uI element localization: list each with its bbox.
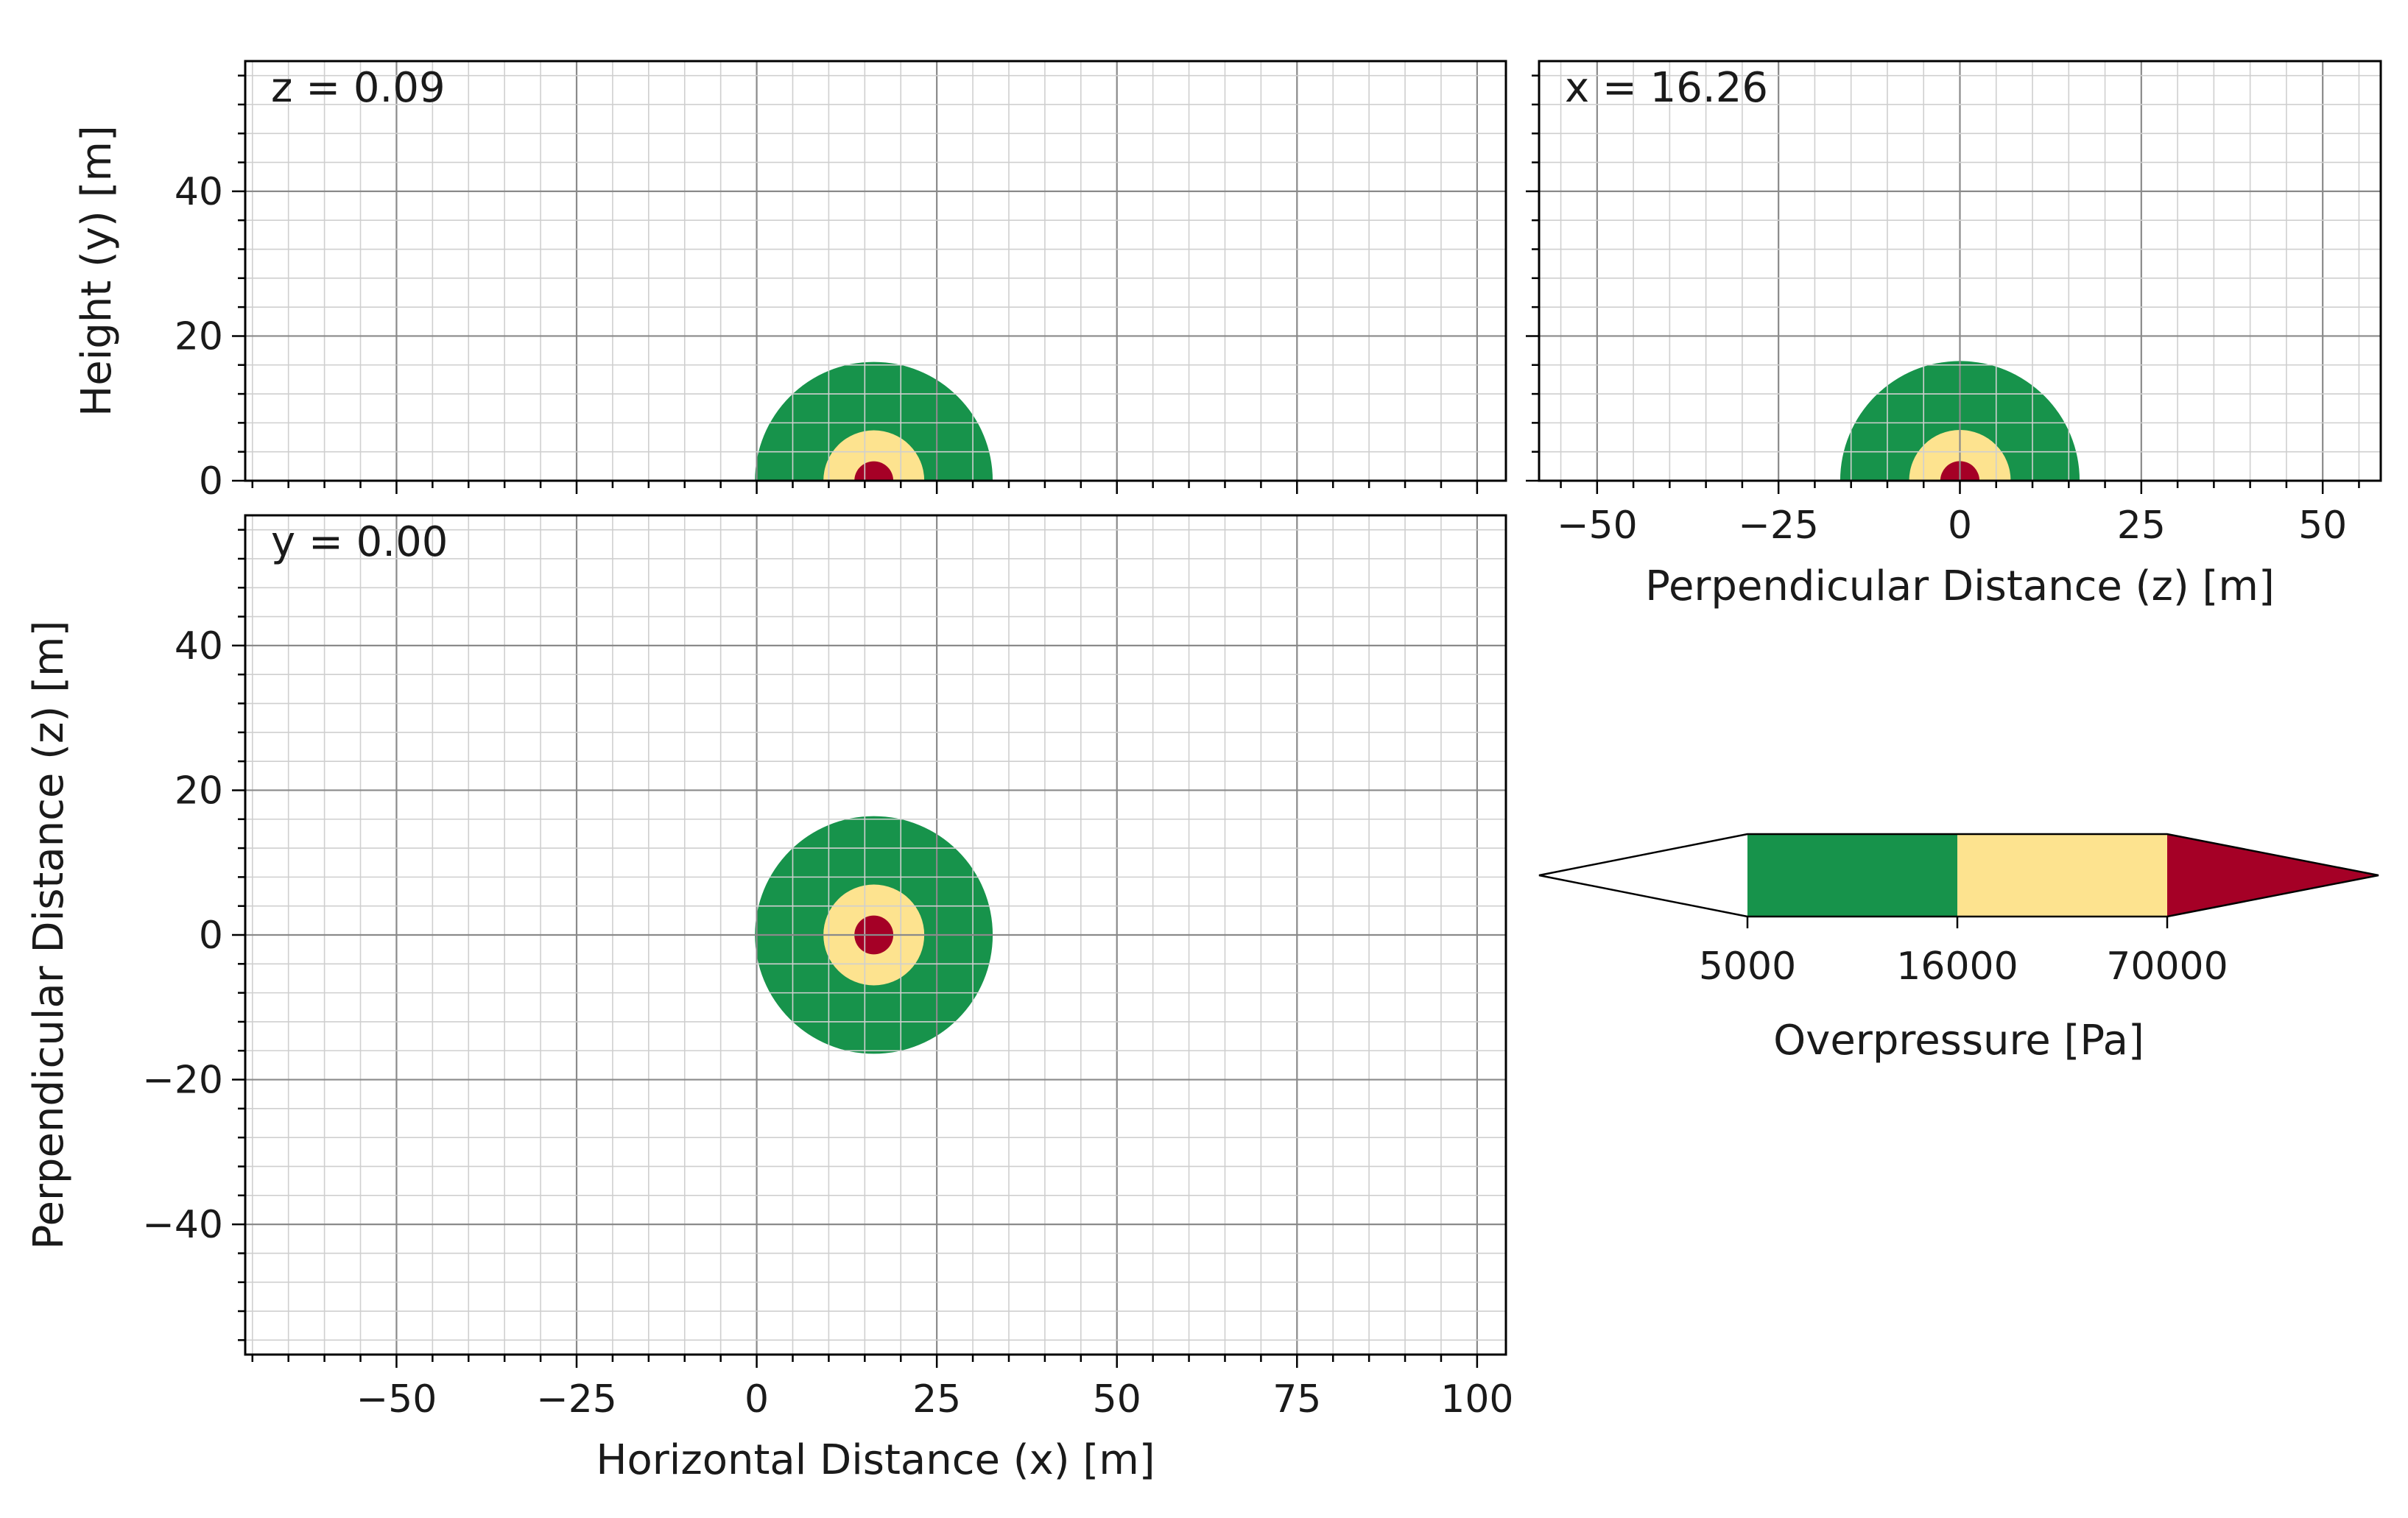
colorbar-tick-label: 70000 [2106,945,2228,989]
x-tick-label: 25 [912,1377,961,1422]
x-tick-label: 0 [744,1377,769,1422]
colorbar-tick-label: 5000 [1699,945,1796,989]
x-tick-label: −50 [356,1377,437,1422]
x-tick-label: 100 [1440,1377,1513,1422]
colorbar: 5000 16000 70000 Overpressure [Pa] [1538,833,2379,1065]
x-tick-label: 25 [2117,504,2166,548]
grid [245,61,1506,481]
colorbar-segment [1747,834,1957,917]
x-tick-label: 50 [1093,1377,1141,1422]
colorbar-extend-low [1539,834,1747,917]
x-tick-label: 0 [1948,504,1972,548]
colorbar-extend-high [2167,834,2379,917]
zone-2 [854,461,894,481]
y-tick-label: 0 [199,459,223,504]
panel-annotation: z = 0.09 [271,64,446,112]
colorbar-segment [1957,834,2167,917]
panel-bottom-left: −50 −25 0 25 50 75 100 −40 −20 0 20 40 y = 0.00 Horiz… [25,514,1514,1484]
y-axis-label: Height (y) [m] [73,125,121,417]
y-tick-label: 0 [199,914,223,958]
x-tick-label: −25 [1738,504,1819,548]
panel-top-right: −50 −25 0 25 50 x = 16.26 Perpendicular Distan… [1526,60,2382,610]
axes-frame [244,60,1507,482]
y-tick-label: 20 [175,314,223,359]
panel-annotation: x = 16.26 [1565,64,1768,112]
x-axis-label: Perpendicular Distance (z) [m] [1645,562,2275,610]
grid [245,515,1506,1355]
overpressure-zones [755,361,993,481]
x-tick-label: −25 [536,1377,617,1422]
y-tick-label: −20 [142,1059,223,1103]
x-tick-label: −50 [1557,504,1638,548]
y-axis-label: Perpendicular Distance (z) [m] [25,621,73,1250]
panel-annotation: y = 0.00 [271,518,448,566]
x-axis-label: Horizontal Distance (x) [m] [596,1436,1155,1484]
y-tick-label: 40 [175,624,223,668]
x-tick-label: 50 [2298,504,2347,548]
zone-1 [823,430,925,481]
colorbar-label: Overpressure [Pa] [1773,1017,2144,1065]
y-tick-label: 20 [175,769,223,813]
x-tick-label: 75 [1272,1377,1321,1422]
y-tick-label: −40 [142,1203,223,1247]
y-tick-label: 40 [175,170,223,214]
zone-0 [755,361,993,481]
colorbar-tick-label: 16000 [1896,945,2018,989]
grid [1539,61,2381,481]
panel-top-left: 0 20 40 z = 0.09 Height (y) [m] [73,60,1507,504]
